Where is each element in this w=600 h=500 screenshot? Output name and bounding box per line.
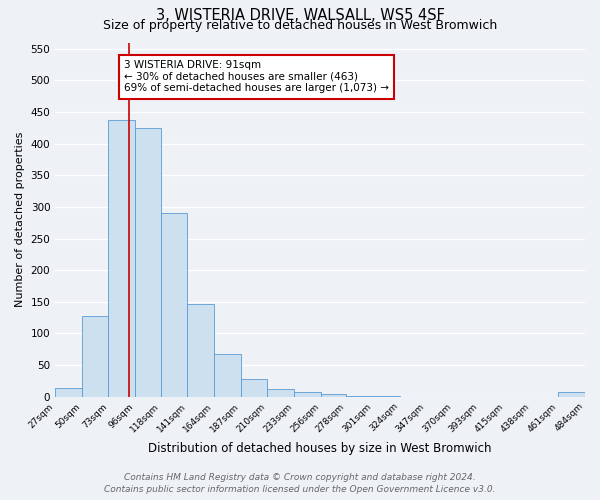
Bar: [241, 379, 268, 396]
Bar: [294, 392, 320, 396]
Text: 3 WISTERIA DRIVE: 91sqm
← 30% of detached houses are smaller (463)
69% of semi-d: 3 WISTERIA DRIVE: 91sqm ← 30% of detache…: [124, 60, 389, 94]
Bar: [214, 354, 241, 397]
Y-axis label: Number of detached properties: Number of detached properties: [15, 132, 25, 308]
X-axis label: Distribution of detached houses by size in West Bromwich: Distribution of detached houses by size …: [148, 442, 492, 455]
Text: Contains HM Land Registry data © Crown copyright and database right 2024.
Contai: Contains HM Land Registry data © Crown c…: [104, 472, 496, 494]
Bar: [559, 392, 585, 396]
Text: 3, WISTERIA DRIVE, WALSALL, WS5 4SF: 3, WISTERIA DRIVE, WALSALL, WS5 4SF: [155, 8, 445, 22]
Bar: [187, 304, 214, 396]
Bar: [320, 394, 346, 396]
Bar: [161, 212, 187, 396]
Bar: [135, 128, 161, 396]
Bar: [55, 388, 82, 396]
Bar: [109, 120, 135, 396]
Bar: [82, 316, 109, 396]
Text: Size of property relative to detached houses in West Bromwich: Size of property relative to detached ho…: [103, 19, 497, 32]
Bar: [268, 389, 294, 396]
